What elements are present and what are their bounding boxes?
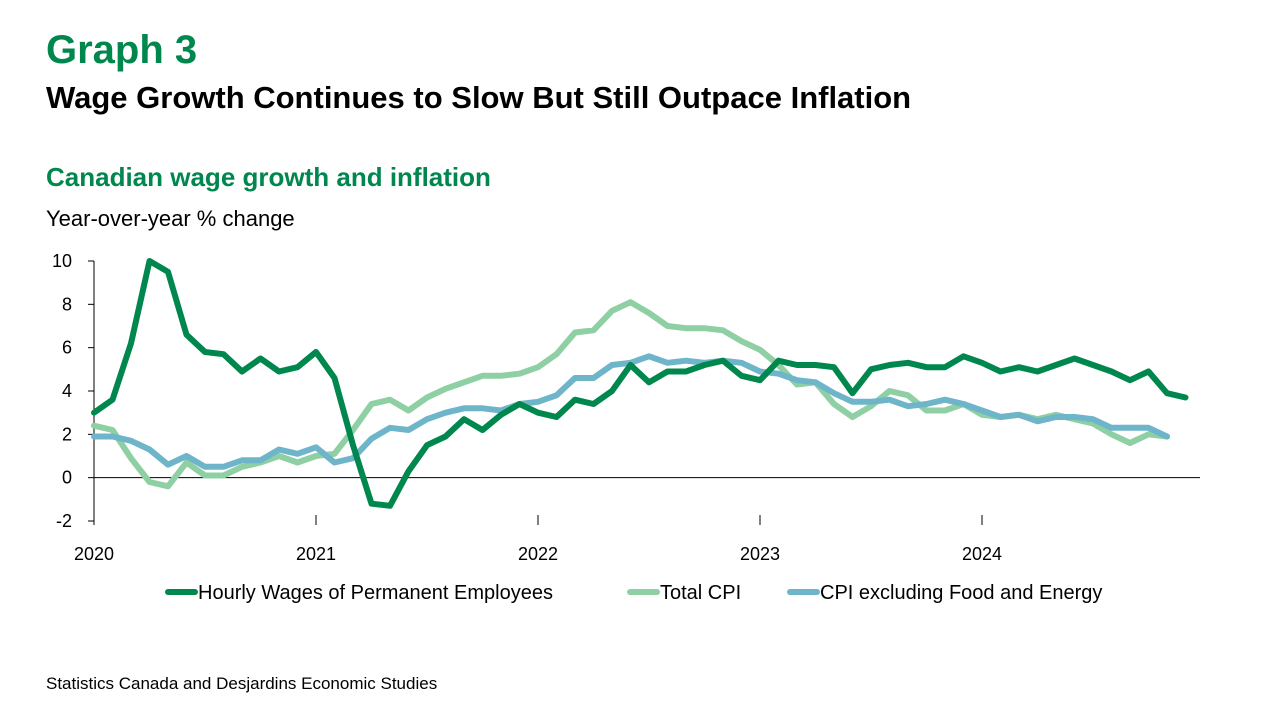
x-tick-label: 2022: [518, 544, 558, 564]
y-tick-label: 10: [52, 251, 72, 271]
source-note: Statistics Canada and Desjardins Economi…: [46, 674, 438, 693]
x-tick-label: 2021: [296, 544, 336, 564]
x-tick-label: 2024: [962, 544, 1002, 564]
chart-legend: Hourly Wages of Permanent Employees Total…: [165, 582, 1102, 604]
y-tick-label: 4: [62, 381, 72, 401]
legend-label-2: CPI excluding Food and Energy: [820, 582, 1102, 604]
page-title: Wage Growth Continues to Slow But Still …: [46, 80, 912, 115]
chart-series: [91, 258, 1189, 509]
chart-title: Canadian wage growth and inflation: [46, 162, 491, 192]
legend-label-0: Hourly Wages of Permanent Employees: [198, 582, 553, 604]
y-tick-label: -2: [56, 511, 72, 531]
y-tick-label: 0: [62, 468, 72, 488]
y-tick-label: 6: [62, 338, 72, 358]
y-tick-label: 2: [62, 424, 72, 444]
y-tick-label: 8: [62, 294, 72, 314]
series-line-0: [91, 258, 1189, 509]
x-tick-label: 2023: [740, 544, 780, 564]
y-axis-unit-label: Year-over-year % change: [46, 206, 295, 231]
graph-number: Graph 3: [46, 28, 198, 72]
legend-label-1: Total CPI: [660, 582, 741, 604]
x-tick-label: 2020: [74, 544, 114, 564]
